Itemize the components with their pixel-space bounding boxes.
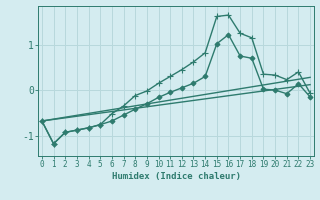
X-axis label: Humidex (Indice chaleur): Humidex (Indice chaleur) xyxy=(111,172,241,181)
